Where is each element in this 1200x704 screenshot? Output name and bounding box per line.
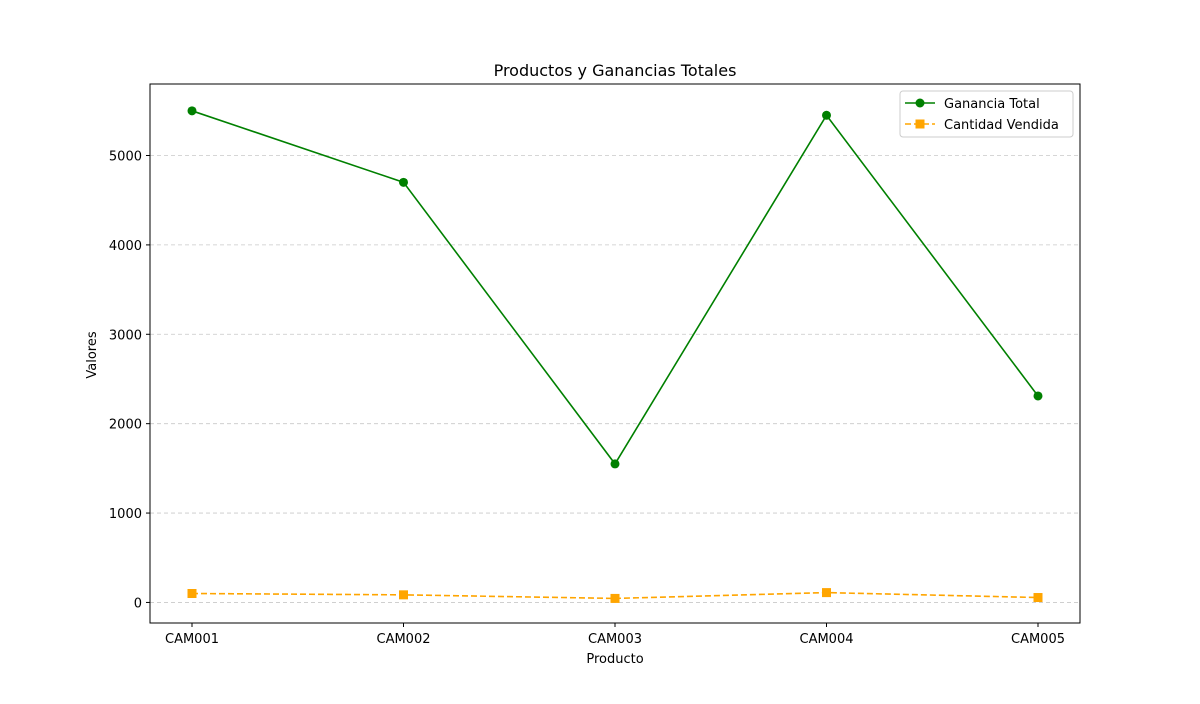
series-line (191, 110, 1039, 466)
legend-label: Ganancia Total (944, 97, 1040, 112)
chart-title: Productos y Ganancias Totales (494, 61, 737, 80)
series-layer (187, 106, 1043, 603)
data-point (399, 177, 408, 187)
y-tick-label: 5000 (109, 150, 142, 165)
legend-item: Ganancia Total (905, 97, 1040, 112)
data-point (822, 110, 831, 120)
data-point (610, 593, 620, 603)
x-tick-label: CAM003 (588, 632, 642, 647)
y-tick-label: 1000 (109, 507, 142, 522)
legend-marker (915, 98, 925, 108)
x-axis-ticks: CAM001 CAM002 CAM003 CAM004 CAM005 (165, 623, 1065, 647)
x-tick-label: CAM002 (377, 632, 431, 647)
legend-label: Cantidad Vendida (944, 118, 1059, 133)
data-point (610, 459, 620, 469)
legend-item: Cantidad Vendida (905, 118, 1059, 133)
x-tick-label: CAM001 (165, 632, 219, 647)
data-point (1033, 593, 1043, 603)
x-tick-label: CAM004 (800, 632, 854, 647)
legend-items: Ganancia Total Cantidad Vendida (905, 97, 1059, 133)
y-axis-label: Valores (85, 331, 100, 378)
data-point (1033, 391, 1043, 401)
legend-box (899, 90, 1074, 138)
y-tick-label: 3000 (109, 328, 142, 343)
data-point (399, 590, 408, 600)
data-point (187, 589, 197, 599)
data-point (187, 106, 197, 116)
legend-marker (915, 119, 925, 129)
data-point (822, 588, 831, 598)
y-tick-label: 0 (134, 596, 142, 611)
y-tick-label: 4000 (109, 239, 142, 254)
y-axis-ticks: 0 1000 2000 3000 4000 5000 (109, 150, 150, 611)
x-tick-label: CAM005 (1011, 632, 1065, 647)
grid-lines (150, 155, 1080, 603)
y-tick-label: 2000 (109, 418, 142, 433)
series-cantidad-vendida (187, 588, 1043, 603)
plot-frame (149, 83, 1081, 624)
x-axis-label: Producto (586, 652, 643, 667)
series-ganancia-total (187, 106, 1043, 469)
legend: Ganancia Total Cantidad Vendida (899, 90, 1074, 138)
